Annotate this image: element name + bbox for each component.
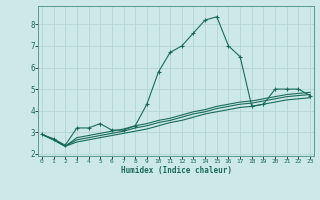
X-axis label: Humidex (Indice chaleur): Humidex (Indice chaleur) xyxy=(121,166,231,175)
